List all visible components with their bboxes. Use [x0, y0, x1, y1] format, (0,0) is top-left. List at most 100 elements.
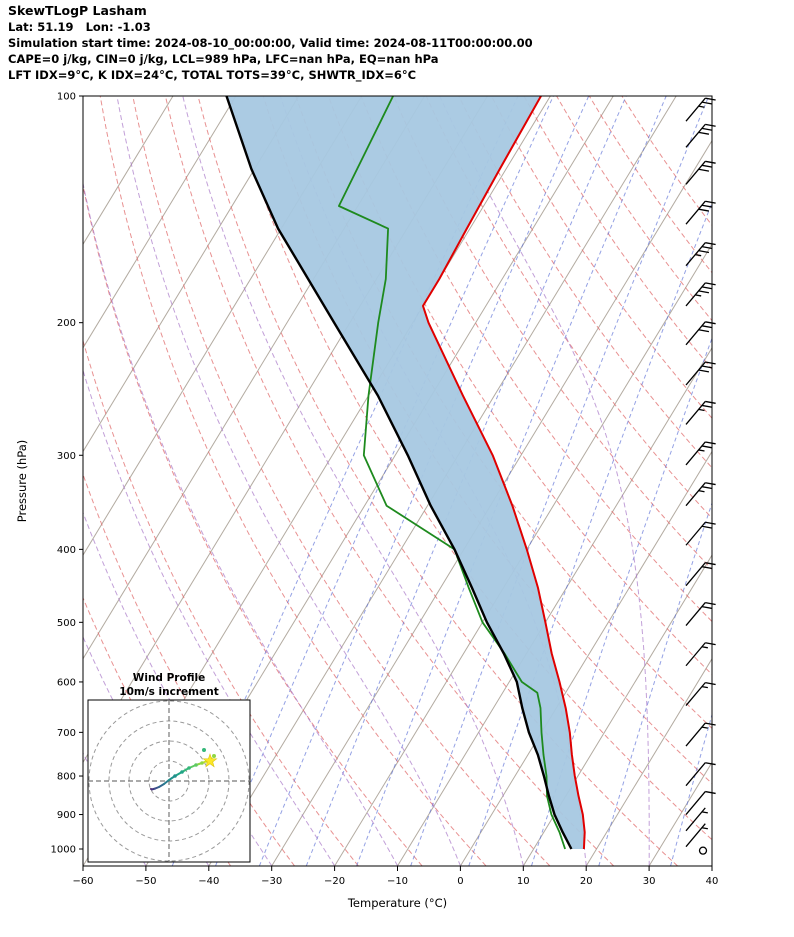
cin-shaded-area — [226, 96, 585, 849]
wind-barb-feather — [701, 605, 713, 610]
wind-barb-feather — [698, 369, 710, 373]
wind-barb-feather — [701, 486, 713, 490]
wind-barb-feather — [705, 282, 716, 286]
hodograph-subtitle: 10m/s increment — [119, 686, 218, 698]
wind-barb-feather — [705, 123, 716, 127]
mixing-ratio-line — [531, 336, 712, 866]
dry-adiabat-line — [425, 96, 712, 519]
header-times-line: Simulation start time: 2024-08-10_00:00:… — [8, 36, 533, 50]
wind-barb-feather — [701, 325, 713, 329]
hodograph-trace-point — [194, 763, 198, 767]
wind-barb-feather — [701, 204, 713, 208]
dry-adiabat-line — [99, 96, 487, 866]
wind-barb-feather — [701, 286, 713, 290]
isotherm-line — [83, 96, 300, 453]
pressure-tick-label: 800 — [57, 772, 76, 783]
wind-barb-feather — [705, 681, 716, 686]
pressure-tick-label: 1000 — [51, 845, 76, 856]
hodograph-star-marker — [202, 753, 218, 768]
wind-barb-half-feather — [695, 294, 702, 297]
wind-barb-feather — [698, 290, 710, 294]
dry-adiabat-line — [164, 96, 614, 866]
wind-barb-half-feather — [701, 726, 708, 729]
moist-adiabat-line — [439, 96, 650, 866]
temperature-tick-label: −20 — [324, 876, 345, 887]
isotherm-line — [711, 865, 712, 866]
temperature-tick-label: 30 — [643, 876, 656, 887]
dry-adiabat-line — [83, 183, 423, 866]
isotherm-line — [585, 657, 712, 866]
wind-barb-feather — [698, 208, 710, 212]
moist-adiabat-line — [83, 368, 336, 866]
moist-adiabat-line — [116, 96, 461, 866]
wind-barb-feather — [698, 131, 710, 135]
sounding-curves — [225, 96, 586, 850]
temperature-tick-label: 20 — [580, 876, 593, 887]
wind-barb-half-feather — [695, 253, 702, 257]
hodograph-extra-marker — [202, 748, 206, 752]
mixing-ratio-line — [468, 201, 712, 866]
wind-barb-feather — [705, 601, 716, 606]
pressure-tick-label: 300 — [57, 451, 76, 462]
y-axis-label: Pressure (hPa) — [15, 440, 29, 523]
wind-barb-feather — [705, 482, 716, 486]
wind-barb-feather — [705, 562, 716, 566]
pressure-tick-label: 200 — [57, 318, 76, 329]
wind-barb-shaft — [685, 791, 706, 815]
wind-barb-half-feather — [701, 811, 708, 814]
wind-barb-feather — [705, 321, 716, 325]
x-axis-label: Temperature (°C) — [347, 896, 447, 910]
dry-adiabat-line — [132, 96, 551, 866]
temperature-tick-label: −40 — [198, 876, 219, 887]
dry-adiabat-line — [230, 96, 712, 841]
mixing-ratio-line — [598, 501, 712, 866]
wind-barb-half-feather — [698, 449, 705, 452]
hodograph-trace-segment — [163, 779, 170, 785]
pressure-tick-label: 900 — [57, 810, 76, 821]
wind-barb-feather — [705, 642, 716, 646]
temperature-tick-label: −30 — [261, 876, 282, 887]
mixing-ratio-line — [356, 96, 667, 866]
wind-barb-feather — [705, 722, 716, 726]
hodograph-title: Wind Profile — [133, 672, 205, 684]
wind-barb-half-feather — [701, 685, 708, 689]
wind-barb-shaft — [685, 762, 706, 787]
dry-adiabat-line — [83, 339, 359, 866]
figure-title: SkewTLogP Lasham — [8, 3, 147, 18]
calm-wind-circle — [698, 846, 708, 855]
wind-barb-feather — [701, 246, 713, 250]
temperature-tick-label: −50 — [135, 876, 156, 887]
header-latlon-line: Lat: 51.19 Lon: -1.03 — [8, 20, 151, 34]
wind-barb-feather — [705, 97, 716, 101]
isotherm-line — [459, 450, 712, 866]
wind-barb-feather — [701, 164, 713, 168]
wind-barb-half-feather — [698, 490, 705, 493]
wind-barb-feather — [701, 566, 713, 570]
wind-barb-feather — [705, 441, 716, 445]
isotherm-line — [271, 139, 712, 866]
hodograph-trace-point — [200, 761, 204, 765]
temperature-tick-label: −60 — [72, 876, 93, 887]
pressure-tick-label: 100 — [57, 92, 76, 103]
parcel-curve — [225, 96, 573, 850]
pressure-tick-label: 600 — [57, 677, 76, 688]
moist-adiabat-line — [83, 180, 399, 866]
temperature-curve — [422, 96, 586, 850]
mixing-ratio-line — [410, 96, 710, 866]
temperature-tick-label: −10 — [387, 876, 408, 887]
hodograph-extra-marker — [212, 754, 216, 758]
moist-adiabat-line — [83, 864, 84, 866]
isotherm-line — [334, 243, 712, 866]
pressure-tick-label: 400 — [57, 545, 76, 556]
temperature-tick-label: 0 — [457, 876, 463, 887]
isotherm-line — [83, 96, 237, 349]
temperature-tick-label: 40 — [706, 876, 719, 887]
wind-barb-feather — [701, 445, 713, 449]
wind-barb-feather — [705, 361, 716, 365]
wind-barb-half-feather — [701, 646, 708, 649]
wind-barb-feather — [705, 762, 716, 766]
dry-adiabat-line — [360, 96, 712, 623]
dry-adiabat-line — [490, 96, 712, 419]
wind-barb-half-feather — [701, 827, 708, 830]
